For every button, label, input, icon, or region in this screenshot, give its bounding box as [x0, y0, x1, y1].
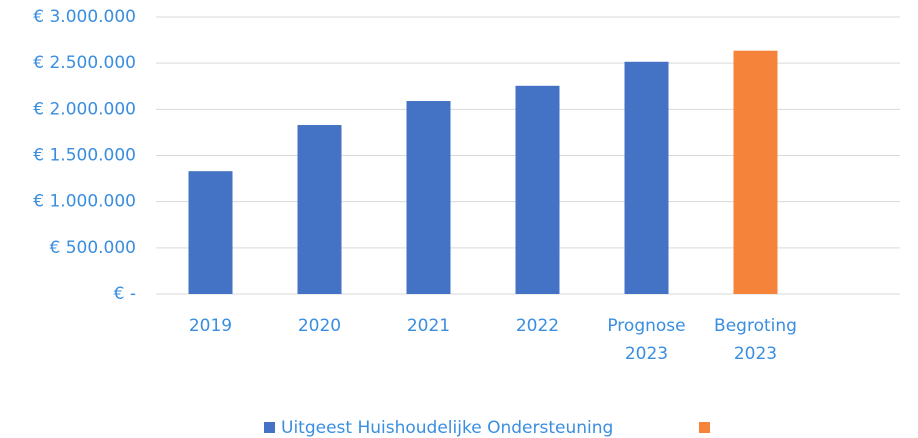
x-tick-label: Begroting 2023: [714, 316, 797, 364]
y-tick-label: € 2.000.000: [33, 99, 136, 119]
x-tick-label: 2021: [407, 316, 450, 336]
bar: [297, 125, 342, 294]
y-tick-label: € 500.000: [49, 238, 136, 258]
y-tick-label: € 1.000.000: [33, 192, 136, 212]
legend-label: Uitgeest Huishoudelijke Ondersteuning: [281, 418, 613, 438]
y-tick-label: € -: [114, 284, 136, 304]
x-tick-label: Prognose 2023: [607, 316, 685, 364]
bar: [624, 61, 669, 295]
x-tick-label: 2022: [516, 316, 559, 336]
legend-swatch: [699, 422, 710, 433]
bar: [188, 171, 233, 294]
bar: [733, 50, 778, 295]
y-tick-label: € 1.500.000: [33, 146, 136, 166]
y-tick-label: € 3.000.000: [33, 7, 136, 27]
x-tick-label: 2020: [298, 316, 341, 336]
x-tick-label: 2019: [189, 316, 232, 336]
bar: [515, 85, 560, 294]
y-tick-label: € 2.500.000: [33, 53, 136, 73]
legend-swatch: [264, 422, 275, 433]
bar: [406, 101, 451, 294]
